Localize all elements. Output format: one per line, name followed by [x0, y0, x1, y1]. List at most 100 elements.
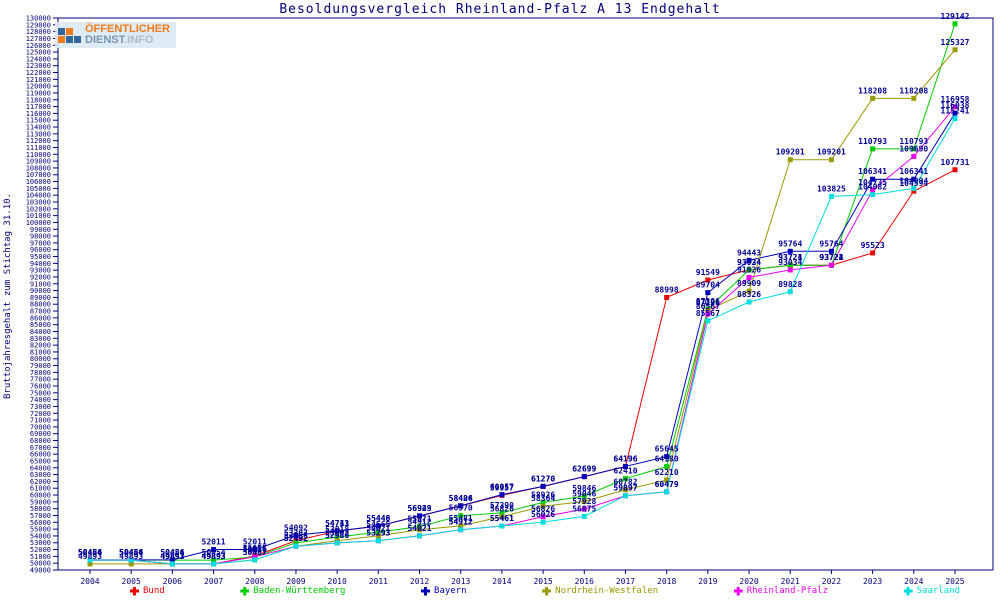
data-point[interactable] [540, 499, 546, 505]
data-point[interactable] [664, 477, 670, 483]
data-point[interactable] [458, 523, 464, 529]
data-point[interactable] [828, 157, 834, 163]
data-point[interactable] [540, 519, 546, 525]
data-point[interactable] [540, 483, 546, 489]
data-point[interactable] [705, 290, 711, 296]
data-point[interactable] [664, 294, 670, 300]
legend-item-bayern[interactable]: Bayern [421, 586, 467, 596]
data-point[interactable] [375, 523, 381, 529]
legend-item-saarland[interactable]: Saarland [903, 586, 960, 596]
data-point[interactable] [664, 489, 670, 495]
legend-item-nordrhein-westfalen[interactable]: Nordrhein-Westfalen [542, 586, 658, 596]
data-point[interactable] [746, 288, 752, 294]
data-point[interactable] [622, 476, 628, 482]
data-point[interactable] [870, 146, 876, 152]
data-point[interactable] [375, 533, 381, 539]
data-point[interactable] [375, 529, 381, 535]
data-point[interactable] [622, 487, 628, 493]
data-point[interactable] [705, 318, 711, 324]
data-point[interactable] [622, 493, 628, 499]
data-point[interactable] [664, 454, 670, 460]
data-point[interactable] [540, 503, 546, 509]
data-point[interactable] [746, 299, 752, 305]
data-point[interactable] [705, 307, 711, 313]
data-point[interactable] [499, 523, 505, 529]
data-point[interactable] [417, 533, 423, 539]
data-point[interactable] [952, 110, 958, 116]
data-point[interactable] [128, 557, 134, 563]
data-point[interactable] [499, 510, 505, 516]
data-point[interactable] [870, 250, 876, 256]
data-point[interactable] [911, 153, 917, 159]
data-point[interactable] [705, 277, 711, 283]
data-point[interactable] [787, 267, 793, 273]
data-point[interactable] [417, 513, 423, 519]
data-point[interactable] [911, 95, 917, 101]
data-point[interactable] [581, 493, 587, 499]
data-point[interactable] [952, 104, 958, 110]
data-point[interactable] [705, 311, 711, 317]
legend-item-bund[interactable]: Bund [130, 586, 165, 596]
data-point[interactable] [293, 532, 299, 538]
data-point[interactable] [746, 274, 752, 280]
data-point[interactable] [787, 289, 793, 295]
legend-item-rheinland-pfalz[interactable]: Rheinland-Pfalz [733, 586, 828, 596]
data-point[interactable] [293, 543, 299, 549]
data-point[interactable] [746, 257, 752, 263]
logo[interactable]: ÖFFENTLICHER DIENST.INFO [55, 22, 176, 48]
data-point[interactable] [746, 267, 752, 273]
data-point[interactable] [458, 527, 464, 533]
data-point[interactable] [252, 557, 258, 563]
data-point[interactable] [252, 554, 258, 560]
data-point[interactable] [169, 557, 175, 563]
data-point[interactable] [375, 538, 381, 544]
data-point[interactable] [911, 188, 917, 194]
svg-text:52492: 52492 [284, 534, 308, 543]
data-point[interactable] [952, 116, 958, 122]
data-point[interactable] [828, 193, 834, 199]
svg-text:55481: 55481 [449, 514, 473, 523]
data-point[interactable] [499, 492, 505, 498]
data-point[interactable] [911, 176, 917, 182]
data-point[interactable] [828, 262, 834, 268]
data-point[interactable] [870, 192, 876, 198]
data-point[interactable] [870, 95, 876, 101]
data-point[interactable] [458, 513, 464, 519]
data-point[interactable] [87, 557, 93, 563]
data-point[interactable] [870, 176, 876, 182]
data-point[interactable] [211, 557, 217, 563]
data-point[interactable] [417, 527, 423, 533]
data-point[interactable] [458, 503, 464, 509]
data-point[interactable] [417, 524, 423, 530]
data-point[interactable] [581, 506, 587, 512]
data-point[interactable] [581, 513, 587, 519]
data-point[interactable] [581, 474, 587, 480]
data-point[interactable] [952, 167, 958, 173]
data-point[interactable] [293, 540, 299, 546]
data-point[interactable] [952, 47, 958, 53]
data-point[interactable] [252, 546, 258, 552]
data-point[interactable] [540, 514, 546, 520]
data-point[interactable] [169, 561, 175, 567]
data-point[interactable] [334, 534, 340, 540]
data-point[interactable] [128, 561, 134, 567]
data-point[interactable] [499, 514, 505, 520]
data-point[interactable] [952, 21, 958, 27]
data-point[interactable] [787, 157, 793, 163]
data-point[interactable] [787, 248, 793, 254]
data-point[interactable] [664, 464, 670, 470]
data-point[interactable] [911, 146, 917, 152]
svg-text:55461: 55461 [490, 514, 514, 523]
data-point[interactable] [334, 528, 340, 534]
legend-item-baden-württemberg[interactable]: Baden-Württemberg [240, 586, 345, 596]
data-point[interactable] [622, 463, 628, 469]
data-point[interactable] [211, 546, 217, 552]
data-point[interactable] [828, 248, 834, 254]
data-point[interactable] [334, 540, 340, 546]
data-point[interactable] [911, 185, 917, 191]
data-point[interactable] [87, 561, 93, 567]
data-point[interactable] [787, 262, 793, 268]
data-point[interactable] [211, 561, 217, 567]
data-point[interactable] [581, 499, 587, 505]
data-point[interactable] [870, 187, 876, 193]
